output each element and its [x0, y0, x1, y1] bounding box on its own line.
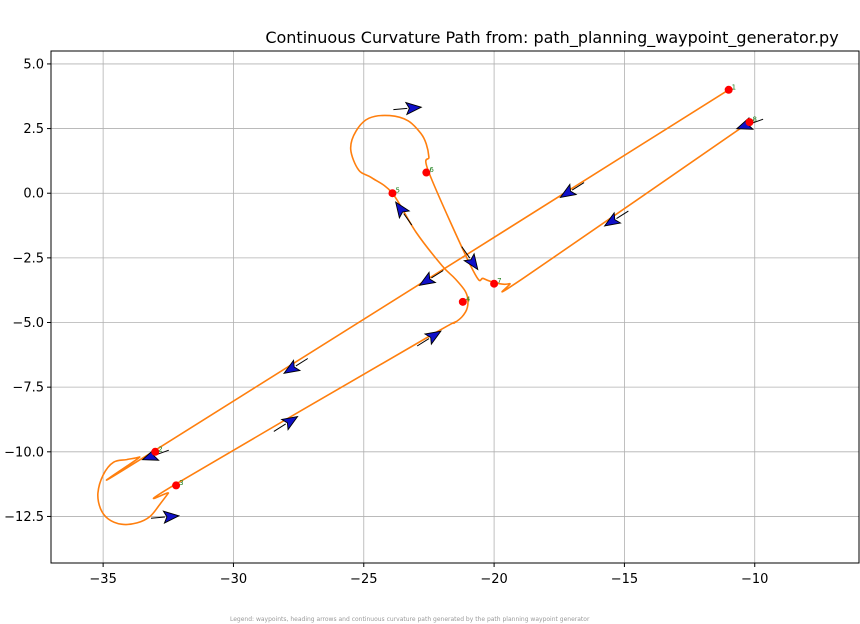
y-tick-label: −10.0 [4, 445, 44, 460]
x-tick-label: −20 [480, 572, 507, 587]
y-tick-label: −12.5 [4, 510, 44, 525]
x-tick-label: −35 [89, 572, 116, 587]
y-tick-label: 5.0 [23, 57, 44, 72]
y-tick-label: 0.0 [23, 187, 44, 202]
y-tick-label: −5.0 [12, 316, 44, 331]
x-tick-label: −25 [350, 572, 377, 587]
x-tick-label: −15 [611, 572, 638, 587]
y-tick-label: 2.5 [23, 122, 44, 137]
waypoint-label: 2 [158, 445, 162, 453]
chart-title: Continuous Curvature Path from: path_pla… [265, 28, 838, 48]
y-tick-label: −7.5 [12, 381, 44, 396]
x-tick-label: −30 [220, 572, 247, 587]
waypoint-label: 5 [395, 187, 399, 195]
waypoint-label: 4 [466, 295, 471, 303]
waypoint-label: 8 [753, 116, 757, 124]
x-tick-label: −10 [741, 572, 768, 587]
y-tick-label: −2.5 [12, 251, 44, 266]
waypoint-label: 1 [732, 83, 736, 91]
waypoint-label: 6 [429, 166, 434, 174]
waypoint-label: 3 [179, 479, 183, 487]
footer-note: Legend: waypoints, heading arrows and co… [230, 616, 589, 623]
waypoint-label: 7 [497, 277, 501, 285]
